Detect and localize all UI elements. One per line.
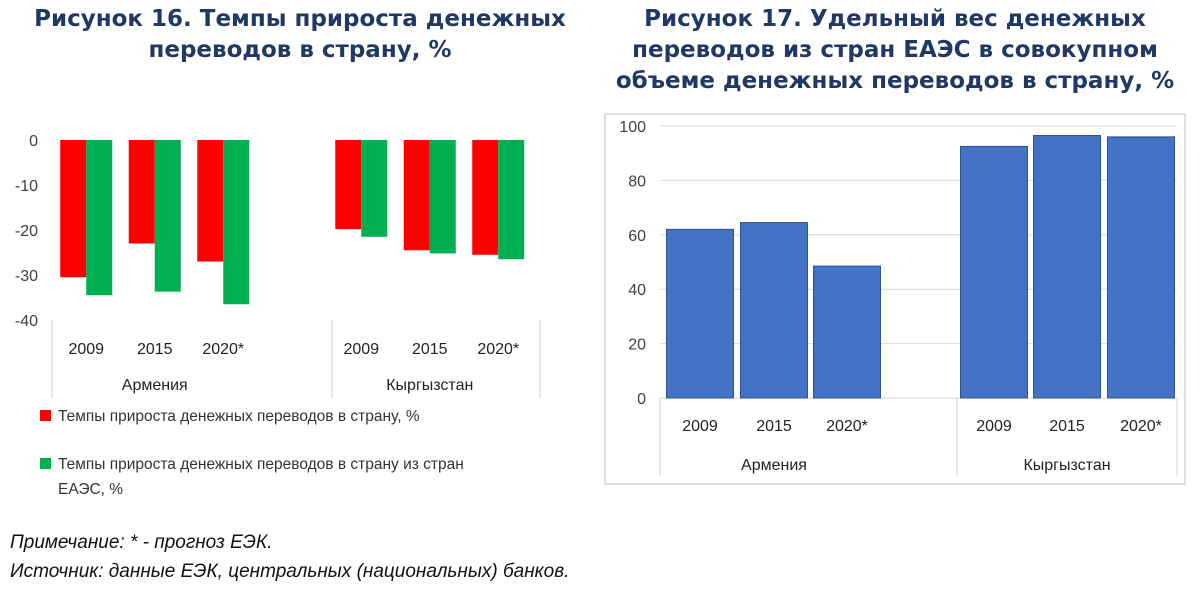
x-tick-label: 2020* [826, 418, 868, 435]
x-tick-label: 2015 [756, 418, 792, 435]
legend-swatch-green [40, 458, 51, 469]
bar-red [60, 140, 87, 278]
bar-blue [813, 265, 881, 399]
bar-blue [740, 222, 808, 399]
legend-label: Темпы прироста денежных переводов в стра… [58, 408, 420, 425]
x-tick-label: 2020* [1120, 418, 1162, 435]
source-text: Источник: данные ЕЭК, центральных (нацио… [10, 561, 570, 582]
bar-blue [1107, 136, 1175, 399]
bar-blue [960, 145, 1028, 399]
legend-swatch-red [40, 410, 51, 421]
figure-17-title: Рисунок 17. Удельный вес денежных перево… [615, 6, 1175, 94]
y-tick-label: -30 [15, 268, 38, 285]
x-tick-label: 2015 [137, 341, 173, 358]
bar-green [154, 140, 181, 292]
bar-red [128, 140, 155, 244]
y-tick-label: 60 [628, 228, 646, 245]
y-tick-label: 0 [637, 391, 646, 408]
bar-green [86, 140, 113, 296]
x-tick-label: 2020* [202, 341, 244, 358]
x-tick-label: 2020* [477, 341, 519, 358]
y-tick-label: 40 [628, 282, 646, 299]
bar-red [197, 140, 224, 262]
x-tick-label: 2009 [976, 418, 1012, 435]
bar-blue [666, 228, 734, 399]
bar-blue [1033, 135, 1101, 399]
x-tick-label: 2009 [68, 341, 104, 358]
group-label: Армения [741, 457, 807, 474]
y-tick-label: -10 [15, 178, 38, 195]
y-tick-label: -40 [15, 313, 38, 330]
x-tick-label: 2009 [682, 418, 718, 435]
note-text: Примечание: * - прогноз ЕЭК. [10, 532, 273, 553]
figure-16-title: Рисунок 16. Темпы прироста денежных пере… [34, 6, 566, 63]
y-tick-label: -20 [15, 223, 38, 240]
y-tick-label: 100 [619, 119, 646, 136]
x-tick-label: 2015 [412, 341, 448, 358]
bar-red [335, 140, 362, 230]
x-tick-label: 2009 [343, 341, 379, 358]
chart-frame [604, 113, 1186, 485]
bar-green [429, 140, 456, 254]
bar-green [498, 140, 525, 260]
y-tick-label: 20 [628, 337, 646, 354]
bar-green [223, 140, 250, 305]
y-tick-label: 80 [628, 173, 646, 190]
group-label: Кыргызстан [386, 377, 473, 394]
bar-green [361, 140, 388, 237]
legend-label: Темпы прироста денежных переводов в стра… [58, 456, 464, 498]
group-label: Армения [122, 377, 188, 394]
x-tick-label: 2015 [1049, 418, 1085, 435]
bar-red [403, 140, 430, 251]
bar-red [472, 140, 499, 255]
y-tick-label: 0 [29, 133, 38, 150]
group-label: Кыргызстан [1023, 457, 1110, 474]
